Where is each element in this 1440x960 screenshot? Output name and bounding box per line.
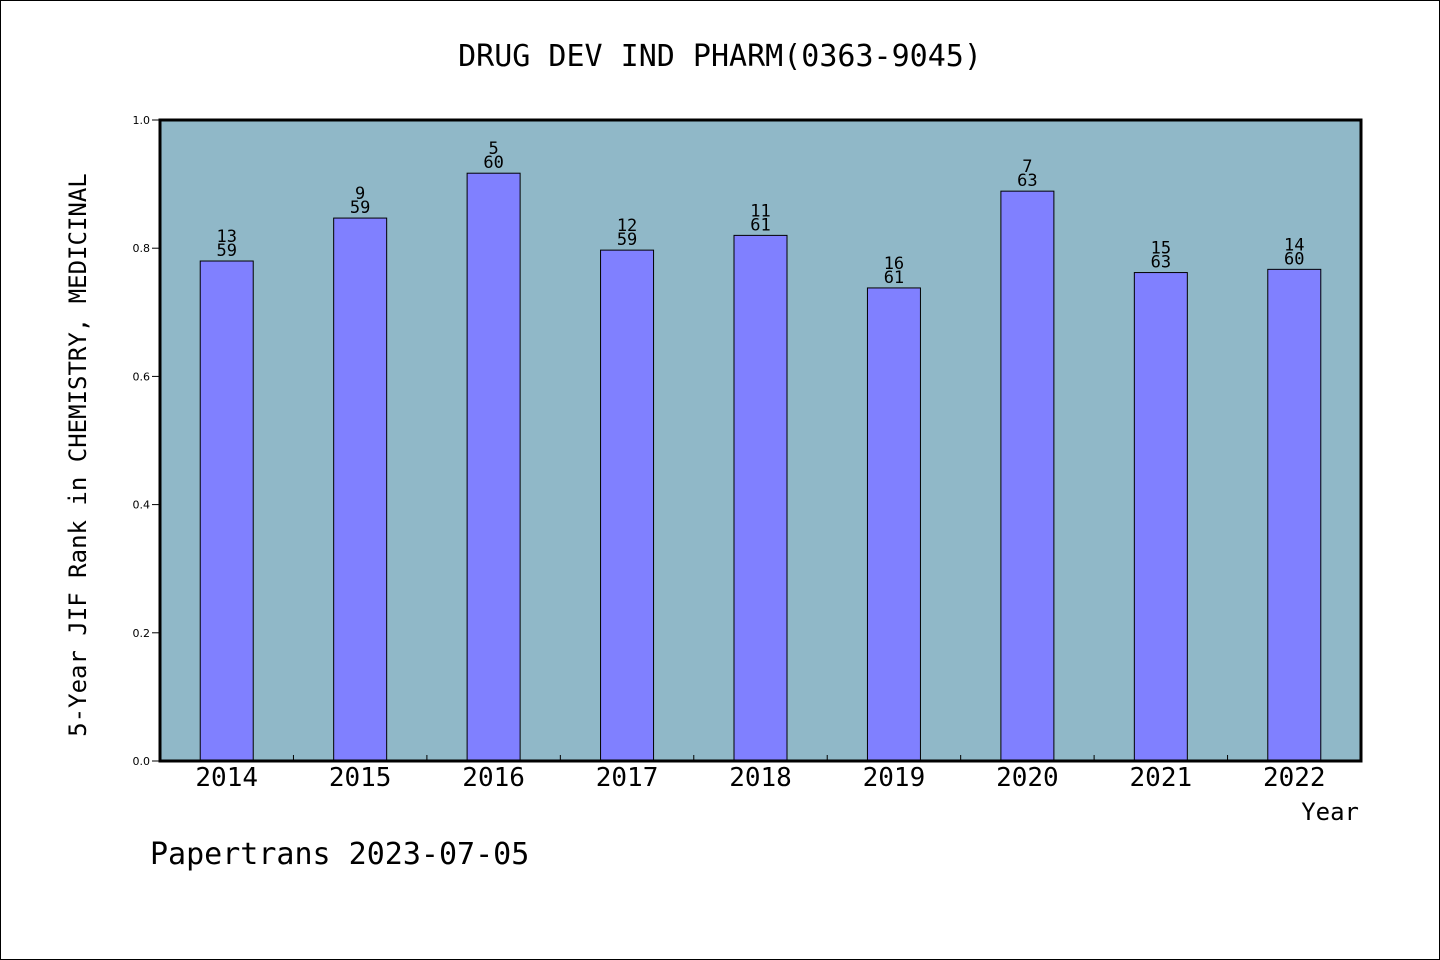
bar-label-total-2020: 63 xyxy=(1017,171,1037,191)
bar-2022 xyxy=(1267,268,1322,762)
x-tick-label-2019: 2019 xyxy=(863,763,926,793)
y-axis-label: 5-Year JIF Rank in CHEMISTRY, MEDICINAL xyxy=(64,173,92,737)
bar-label-rank-2018: 11 xyxy=(750,201,770,221)
watermark: Papertrans 2023-07-05 xyxy=(150,837,529,872)
bar-2017 xyxy=(600,249,655,762)
plot-border xyxy=(158,118,1363,763)
x-tick-label-2017: 2017 xyxy=(596,763,659,793)
bar-label-rank-2022: 14 xyxy=(1284,235,1304,255)
bar-label-total-2018: 61 xyxy=(750,215,770,235)
x-tick-label-2021: 2021 xyxy=(1130,763,1193,793)
bar-2021 xyxy=(1133,272,1188,762)
bars-group xyxy=(199,172,1322,762)
bar-2019 xyxy=(866,287,921,762)
y-tick-label: 0.2 xyxy=(133,627,151,640)
x-tick-label-2022: 2022 xyxy=(1263,763,1326,793)
y-tick-label: 0.0 xyxy=(133,755,151,768)
x-tick-label-2014: 2014 xyxy=(195,763,258,793)
bar-label-rank-2015: 9 xyxy=(355,184,365,204)
bar-2020 xyxy=(1000,190,1055,762)
bar-2018 xyxy=(733,234,788,762)
y-tick-label: 0.8 xyxy=(133,242,151,255)
bar-label-rank-2017: 12 xyxy=(617,216,637,236)
bar-2016 xyxy=(466,172,521,762)
x-tick-label-2016: 2016 xyxy=(462,763,525,793)
y-tick-label: 0.4 xyxy=(133,499,151,512)
x-axis-ticks: 2014 2015 2016 2017 2018 2019 2020 2021 2022 xyxy=(195,755,1326,793)
bar-label-rank-2016: 5 xyxy=(488,139,498,159)
y-tick-label: 0.6 xyxy=(133,370,151,383)
x-tick-label-2020: 2020 xyxy=(996,763,1059,793)
bar-label-rank-2020: 7 xyxy=(1022,157,1032,177)
bar-label-total-2019: 61 xyxy=(884,268,904,288)
bar-label-total-2014: 59 xyxy=(216,241,236,261)
bar-label-total-2021: 63 xyxy=(1151,253,1171,273)
bar-label-rank-2014: 13 xyxy=(216,227,236,247)
y-axis-ticks: 0.0 0.2 0.4 0.6 0.8 1.0 xyxy=(133,114,160,768)
x-axis-label: Year xyxy=(1301,798,1359,826)
bar-label-total-2015: 59 xyxy=(350,198,370,218)
x-tick-label-2015: 2015 xyxy=(329,763,392,793)
bar-label-total-2022: 60 xyxy=(1284,249,1304,269)
y-tick-label: 1.0 xyxy=(133,114,151,127)
bar-label-total-2016: 60 xyxy=(483,153,503,173)
chart-title: DRUG DEV IND PHARM(0363-9045) xyxy=(458,39,982,74)
bar-label-rank-2021: 15 xyxy=(1151,239,1171,259)
bar-label-total-2017: 59 xyxy=(617,230,637,250)
bar-2015 xyxy=(333,217,388,762)
bar-2014 xyxy=(199,260,254,762)
x-tick-label-2018: 2018 xyxy=(729,763,792,793)
bar-label-rank-2019: 16 xyxy=(884,254,904,274)
